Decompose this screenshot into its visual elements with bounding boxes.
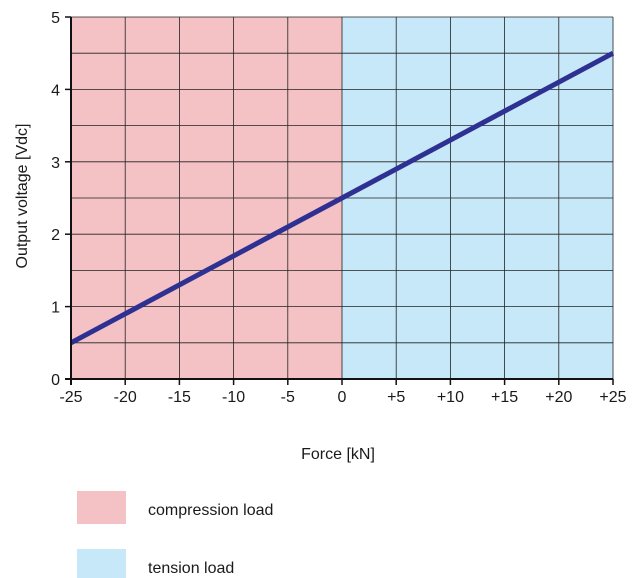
x-tick-label: -15 — [168, 389, 191, 406]
y-tick-label: 0 — [51, 372, 60, 389]
x-tick-label: -10 — [222, 389, 245, 406]
legend-swatch-tension — [77, 549, 126, 578]
y-tick-label: 4 — [51, 82, 60, 99]
x-tick-label: 0 — [338, 389, 347, 406]
y-tick-labels: 0 1 2 3 4 5 — [51, 10, 60, 389]
y-tick-label: 3 — [51, 155, 60, 172]
y-tick-label: 5 — [51, 10, 60, 27]
x-tick-label: +25 — [599, 389, 626, 406]
x-tick-label: +5 — [387, 389, 405, 406]
y-axis-title: Output voltage [Vdc] — [14, 124, 31, 269]
x-tick-label: +10 — [437, 389, 464, 406]
y-tick-label: 2 — [51, 227, 60, 244]
x-tick-label: -25 — [59, 389, 82, 406]
series — [69, 50, 615, 346]
y-tick-label: 1 — [51, 300, 60, 317]
axes — [65, 16, 614, 385]
legend-label-tension: tension load — [148, 560, 234, 577]
legend-swatch-compression — [77, 491, 126, 524]
x-tick-label: -20 — [114, 389, 137, 406]
x-tick-label: +20 — [545, 389, 572, 406]
x-tick-label: -5 — [281, 389, 295, 406]
legend: compression load tension load — [77, 491, 273, 578]
x-axis-title: Force [kN] — [301, 446, 375, 463]
x-tick-labels: -25 -20 -15 -10 -5 0 +5 +10 +15 +20 +25 — [59, 389, 626, 406]
x-tick-label: +15 — [491, 389, 518, 406]
series-line — [69, 50, 615, 346]
legend-label-compression: compression load — [148, 502, 273, 519]
